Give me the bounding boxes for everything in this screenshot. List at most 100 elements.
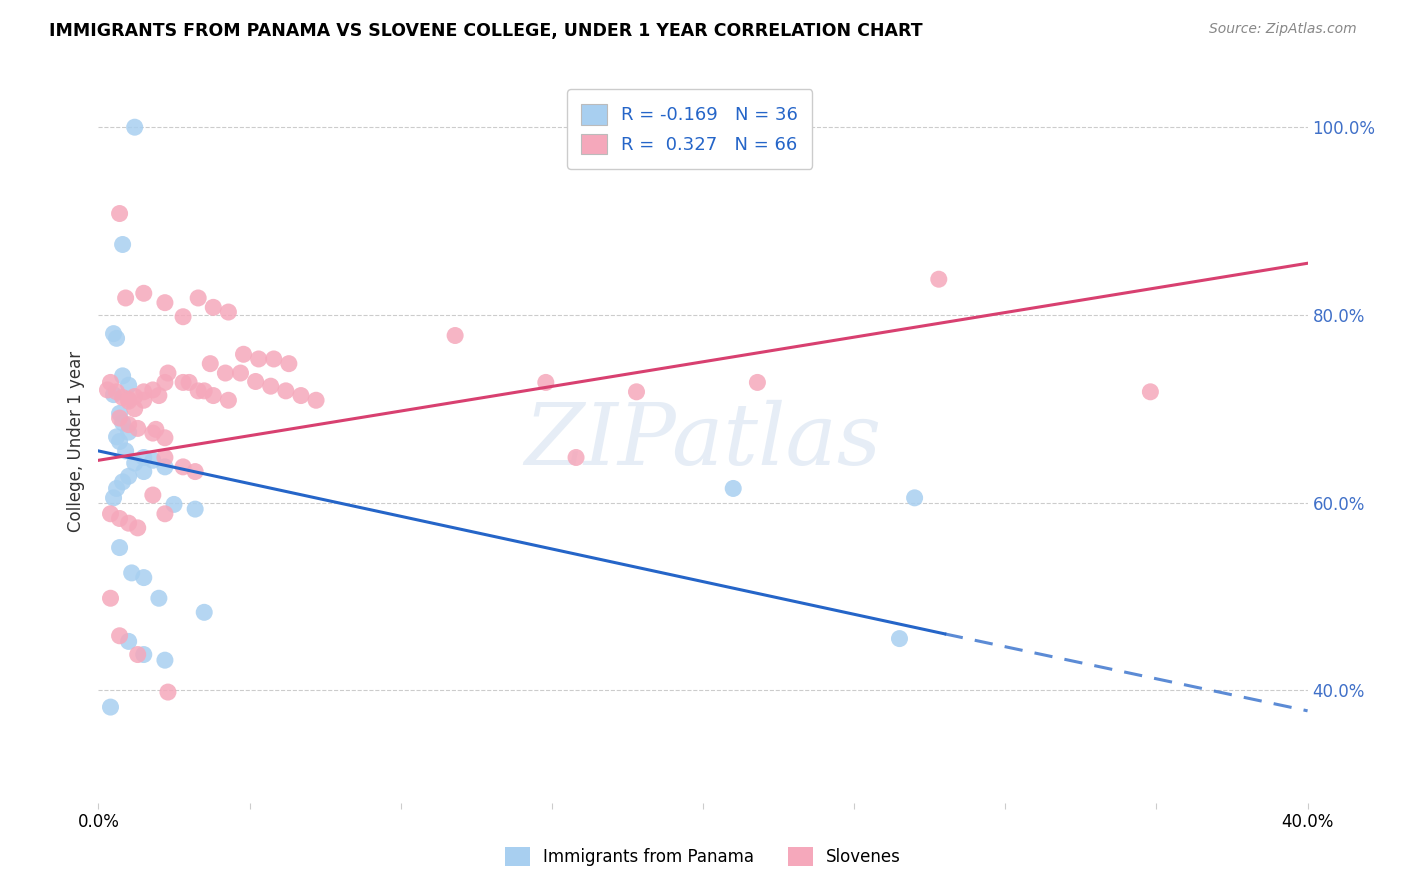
- Point: [263, 351, 285, 366]
- Point: [121, 566, 143, 580]
- Point: [172, 376, 194, 390]
- Point: [245, 375, 267, 389]
- Point: [1139, 384, 1161, 399]
- Point: [132, 465, 155, 479]
- Point: [105, 384, 128, 399]
- Point: [103, 491, 125, 505]
- Point: [142, 488, 165, 502]
- Point: [132, 393, 155, 408]
- Point: [142, 453, 165, 467]
- Legend: Immigrants from Panama, Slovenes: Immigrants from Panama, Slovenes: [498, 840, 908, 873]
- Point: [723, 482, 745, 496]
- Point: [111, 391, 134, 405]
- Point: [202, 388, 225, 402]
- Point: [118, 378, 141, 392]
- Point: [100, 591, 122, 606]
- Point: [132, 384, 155, 399]
- Point: [214, 366, 236, 380]
- Point: [108, 206, 131, 220]
- Point: [179, 376, 201, 390]
- Point: [108, 411, 131, 425]
- Point: [124, 120, 146, 135]
- Point: [156, 366, 179, 380]
- Point: [565, 450, 588, 465]
- Point: [172, 459, 194, 474]
- Point: [108, 406, 131, 420]
- Point: [111, 416, 134, 430]
- Point: [132, 450, 155, 465]
- Point: [229, 366, 252, 380]
- Point: [132, 286, 155, 301]
- Point: [153, 376, 176, 390]
- Point: [274, 384, 297, 398]
- Point: [247, 351, 270, 366]
- Point: [163, 497, 186, 511]
- Point: [153, 507, 176, 521]
- Point: [232, 347, 254, 361]
- Point: [305, 393, 328, 408]
- Point: [534, 376, 557, 390]
- Point: [105, 430, 128, 444]
- Point: [118, 634, 141, 648]
- Point: [103, 326, 125, 341]
- Point: [444, 328, 467, 343]
- Point: [118, 392, 141, 407]
- Point: [184, 502, 207, 516]
- Point: [108, 434, 131, 449]
- Point: [103, 387, 125, 401]
- Point: [187, 291, 209, 305]
- Point: [100, 700, 122, 714]
- Point: [124, 390, 146, 404]
- Point: [202, 301, 225, 315]
- Point: [127, 421, 149, 435]
- Point: [260, 379, 283, 393]
- Point: [111, 237, 134, 252]
- Point: [114, 444, 136, 458]
- Point: [100, 376, 122, 390]
- Text: Source: ZipAtlas.com: Source: ZipAtlas.com: [1209, 22, 1357, 37]
- Point: [127, 648, 149, 662]
- Point: [184, 465, 207, 479]
- Point: [200, 357, 222, 371]
- Point: [928, 272, 950, 286]
- Point: [108, 629, 131, 643]
- Point: [108, 541, 131, 555]
- Point: [118, 394, 141, 409]
- Point: [217, 305, 239, 319]
- Point: [132, 648, 155, 662]
- Point: [290, 388, 312, 402]
- Point: [132, 571, 155, 585]
- Point: [172, 310, 194, 324]
- Y-axis label: College, Under 1 year: College, Under 1 year: [66, 351, 84, 533]
- Point: [118, 417, 141, 432]
- Point: [889, 632, 911, 646]
- Point: [118, 516, 141, 531]
- Point: [118, 425, 141, 439]
- Point: [153, 653, 176, 667]
- Point: [904, 491, 927, 505]
- Point: [111, 368, 134, 383]
- Point: [145, 422, 167, 436]
- Text: ZIPatlas: ZIPatlas: [524, 401, 882, 483]
- Point: [142, 383, 165, 397]
- Point: [127, 521, 149, 535]
- Point: [108, 511, 131, 525]
- Point: [105, 482, 128, 496]
- Point: [153, 459, 176, 474]
- Point: [153, 450, 176, 465]
- Point: [187, 384, 209, 398]
- Point: [747, 376, 769, 390]
- Point: [148, 591, 170, 606]
- Point: [277, 357, 299, 371]
- Legend: R = -0.169   N = 36, R =  0.327   N = 66: R = -0.169 N = 36, R = 0.327 N = 66: [567, 89, 813, 169]
- Point: [217, 393, 239, 408]
- Point: [100, 507, 122, 521]
- Point: [153, 295, 176, 310]
- Point: [142, 426, 165, 441]
- Point: [124, 456, 146, 470]
- Text: IMMIGRANTS FROM PANAMA VS SLOVENE COLLEGE, UNDER 1 YEAR CORRELATION CHART: IMMIGRANTS FROM PANAMA VS SLOVENE COLLEG…: [49, 22, 922, 40]
- Point: [156, 685, 179, 699]
- Point: [193, 384, 215, 398]
- Point: [114, 291, 136, 305]
- Point: [105, 331, 128, 345]
